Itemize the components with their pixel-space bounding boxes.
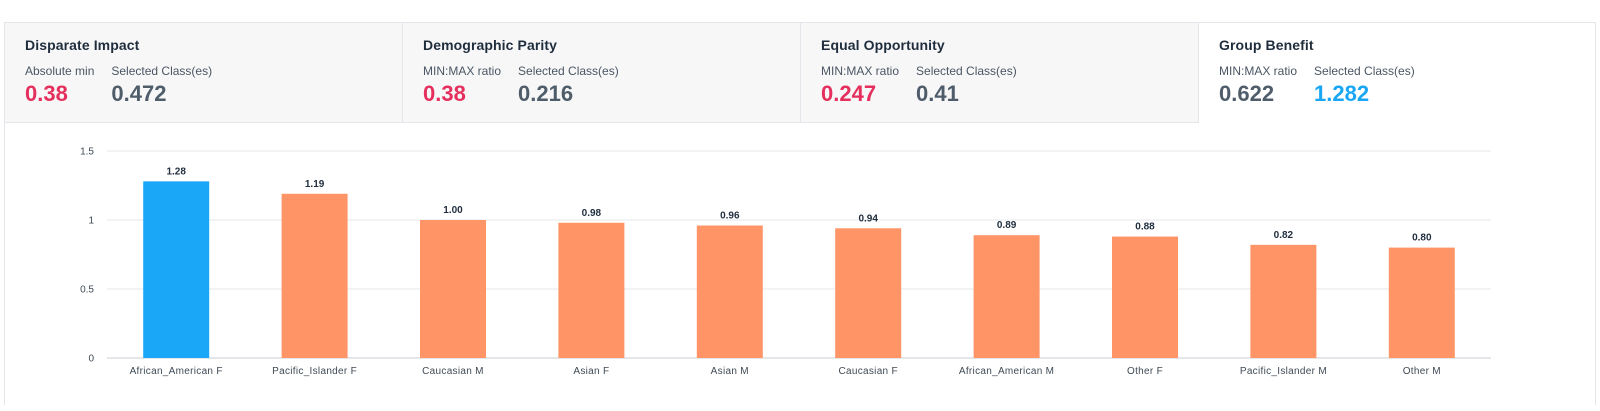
metric-selected-classes: Selected Class(es) 1.282	[1314, 64, 1415, 106]
bar	[281, 193, 348, 358]
y-tick-label: 0	[88, 354, 94, 365]
tab-title: Equal Opportunity	[821, 37, 945, 53]
metric-label: Absolute min	[25, 64, 95, 78]
x-tick-label: Caucasian M	[422, 366, 484, 377]
bar-value-label: 0.80	[1412, 233, 1432, 244]
bar-value-label: 1.00	[443, 205, 463, 216]
tab-title: Disparate Impact	[25, 37, 140, 53]
tab-demographic-parity[interactable]: Demographic Parity MIN:MAX ratio 0.38 Se…	[403, 23, 801, 123]
y-tick-label: 1.5	[80, 147, 94, 158]
metric-value: 0.216	[518, 81, 574, 106]
tab-group-benefit[interactable]: Group Benefit MIN:MAX ratio 0.622 Select…	[1199, 23, 1595, 123]
metric-min-max-ratio: MIN:MAX ratio 0.622	[1219, 64, 1297, 106]
x-tick-label: Other F	[1127, 366, 1163, 377]
bar-value-label: 0.96	[720, 211, 740, 222]
x-tick-label: Other M	[1403, 366, 1441, 377]
metric-label: MIN:MAX ratio	[1219, 64, 1298, 78]
x-tick-label: Pacific_Islander M	[1240, 366, 1327, 377]
x-tick-label: Caucasian F	[838, 366, 897, 377]
x-tick-label: Asian M	[711, 366, 749, 377]
bar-value-label: 0.82	[1274, 230, 1294, 241]
y-tick-label: 0.5	[80, 285, 94, 296]
bar-value-label: 0.98	[582, 208, 602, 219]
metric-value: 0.622	[1219, 81, 1275, 106]
metric-min-max-ratio: MIN:MAX ratio 0.38	[423, 64, 501, 106]
metric-label: Selected Class(es)	[518, 64, 619, 78]
bar	[1388, 247, 1455, 358]
x-tick-label: Asian F	[573, 366, 609, 377]
metric-label: MIN:MAX ratio	[821, 64, 900, 78]
metric-absolute-min: Absolute min 0.38	[25, 64, 94, 106]
metric-label: Selected Class(es)	[916, 64, 1017, 78]
bar-value-label: 0.89	[997, 220, 1017, 231]
bar-value-label: 0.94	[858, 213, 878, 224]
metric-tabs: Disparate Impact Absolute min 0.38 Selec…	[5, 23, 1595, 124]
bar-value-label: 1.28	[166, 166, 186, 177]
metric-value: 1.282	[1314, 81, 1370, 106]
metric-label: Selected Class(es)	[1314, 64, 1415, 78]
bar	[973, 235, 1040, 358]
metric-label: MIN:MAX ratio	[423, 64, 502, 78]
metrics-panel: Disparate Impact Absolute min 0.38 Selec…	[4, 22, 1596, 405]
bar-chart-svg: 0 0.5 1 1.5 1.28 African_American F 1.19 Pacifi…	[80, 147, 1491, 377]
bar-value-label: 1.19	[305, 179, 325, 190]
bar	[696, 225, 763, 358]
metric-selected-classes: Selected Class(es) 0.472	[111, 64, 212, 106]
metric-value: 0.38	[423, 81, 466, 106]
metric-selected-classes: Selected Class(es) 0.216	[518, 64, 619, 106]
metric-selected-classes: Selected Class(es) 0.41	[916, 64, 1017, 106]
tab-disparate-impact[interactable]: Disparate Impact Absolute min 0.38 Selec…	[5, 23, 403, 123]
x-tick-label: Pacific_Islander F	[272, 366, 357, 377]
bar	[420, 220, 486, 358]
tab-title: Demographic Parity	[423, 37, 558, 53]
tab-title: Group Benefit	[1219, 37, 1314, 53]
metric-value: 0.472	[111, 81, 167, 106]
metric-value: 0.38	[25, 81, 68, 106]
metric-label: Selected Class(es)	[111, 64, 213, 78]
metric-value: 0.247	[821, 81, 877, 106]
tab-equal-opportunity[interactable]: Equal Opportunity MIN:MAX ratio 0.247 Se…	[801, 23, 1199, 123]
bar	[1112, 236, 1178, 358]
metric-value: 0.41	[916, 81, 959, 106]
x-tick-label: African_American F	[130, 366, 223, 377]
metric-min-max-ratio: MIN:MAX ratio 0.247	[821, 64, 899, 106]
bar	[835, 228, 902, 358]
bar	[558, 222, 625, 358]
bar	[1250, 244, 1317, 358]
y-tick-label: 1	[88, 216, 94, 227]
bar	[143, 181, 210, 358]
bar-value-label: 0.88	[1135, 222, 1155, 233]
group-benefit-chart: 0 0.5 1 1.5 1.28 African_American F 1.19 Pacifi…	[5, 124, 1597, 406]
x-tick-label: African_American M	[959, 366, 1054, 377]
